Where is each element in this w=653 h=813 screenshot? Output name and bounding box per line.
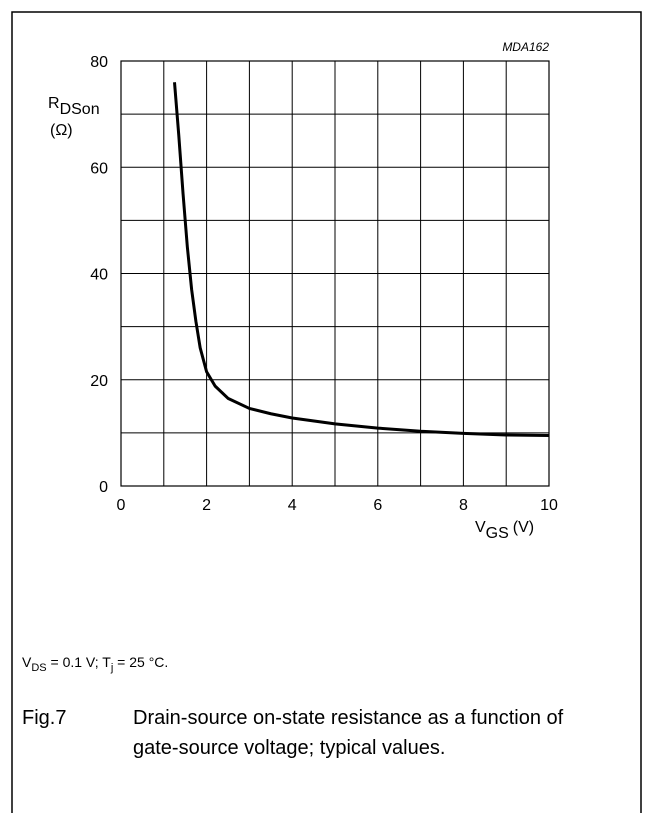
plot-frame [120,60,550,487]
x-axis-label: VGS (V) [475,519,534,542]
y-tick-label: 60 [90,160,108,177]
x-tick-label: 8 [459,497,468,514]
conditions: VDS = 0.1 V; Tj = 25 °C. [22,654,168,674]
x-tick-label: 0 [117,497,126,514]
x-tick-label: 6 [373,497,382,514]
x-tick-label: 4 [288,497,297,514]
cond-part: = 25 °C. [113,654,168,670]
frame [11,11,642,813]
y-label-sub: DSon [60,101,100,118]
cond-part: = 0.1 V; T [47,654,112,670]
y-tick-label: 20 [90,373,108,390]
figure-number: Fig.7 [22,707,67,729]
caption: Drain-source on-state resistance as a fu… [133,707,564,759]
curve [173,82,550,438]
y-axis-unit: (Ω) [50,122,73,139]
y-tick-label: 80 [90,54,108,71]
y-label-main: R [48,95,60,112]
y-tick-label: 0 [99,479,108,496]
x-label-unit: (V) [513,519,534,536]
cond-part: V [22,654,32,670]
y-tick-label: 40 [90,267,108,284]
cond-sub: j [110,662,113,674]
x-label-sub: GS [486,525,509,542]
x-tick-label: 2 [202,497,211,514]
x-tick-label: 10 [540,497,558,514]
y-axis-label: RDSon [48,95,100,118]
cond-sub: DS [31,662,46,674]
figure-code: MDA162 [502,40,549,54]
x-label-main: V [475,519,486,536]
